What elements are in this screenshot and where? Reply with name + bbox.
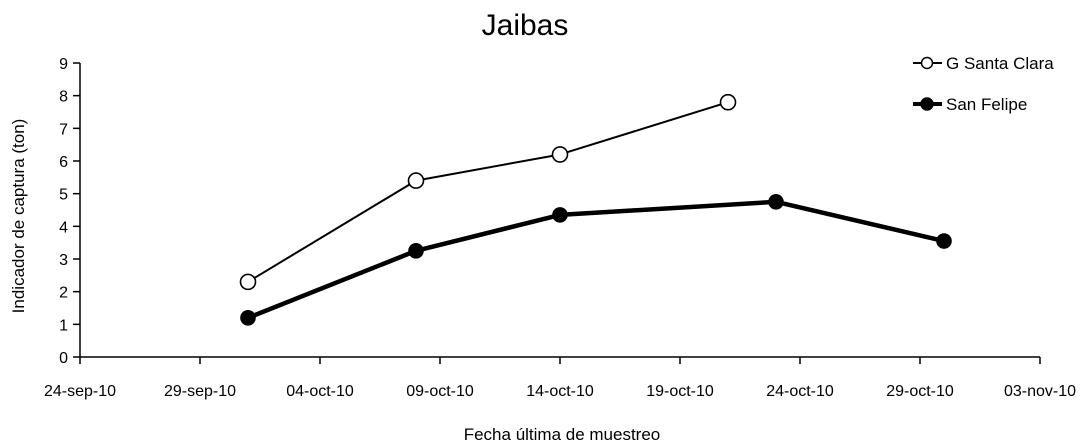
y-tick-label: 3 [59,252,68,269]
x-tick-label: 29-oct-10 [886,383,954,400]
data-point-san-felipe [768,194,784,210]
data-point-san-felipe [408,243,424,259]
x-tick-label: 24-sep-10 [44,383,116,400]
y-tick-label: 8 [59,89,68,106]
x-tick-label: 29-sep-10 [164,383,236,400]
series-line-g-santa-clara [247,101,729,283]
data-point-g-santa-clara [407,172,425,189]
legend-item-san-felipe: San Felipe [913,95,1027,114]
data-point-san-felipe [936,233,952,249]
y-tick-label: 5 [59,187,68,204]
data-point-g-santa-clara [239,273,257,291]
legend-label-g-santa-clara: G Santa Clara [946,54,1054,73]
x-axis-ticks: 24-sep-10 29-sep-10 04-oct-10 09-oct-10 14-o… [44,357,1076,400]
data-point-san-felipe [240,309,256,326]
x-tick-label: 24-oct-10 [766,383,834,400]
y-axis-ticks: 0 1 2 3 4 5 6 7 8 9 [59,56,80,367]
x-tick-label: 19-oct-10 [646,383,714,400]
x-tick-label: 03-nov-10 [1004,383,1076,400]
series-san-felipe [240,194,952,326]
y-tick-label: 9 [59,56,68,73]
x-tick-label: 04-oct-10 [286,383,354,400]
data-point-g-santa-clara [551,146,569,163]
y-tick-label: 6 [59,154,68,171]
y-tick-label: 1 [59,317,68,334]
series-layer [239,93,952,326]
legend-marker-san-felipe [920,97,934,111]
data-point-g-santa-clara [719,93,737,111]
legend-marker-g-santa-clara [920,56,934,70]
series-g-santa-clara [239,93,737,291]
data-point-san-felipe [552,207,568,223]
chart-title: Jaibas [482,9,569,42]
y-axis-title: Indicador de captura (ton) [9,119,28,314]
legend: G Santa Clara San Felipe [913,54,1054,114]
y-tick-label: 7 [59,121,68,138]
legend-label-san-felipe: San Felipe [946,95,1027,114]
y-tick-label: 0 [59,350,68,367]
x-tick-label: 09-oct-10 [406,383,474,400]
y-tick-label: 2 [59,285,68,302]
x-axis-title: Fecha última de muestreo [464,425,661,444]
x-tick-label: 14-oct-10 [526,383,594,400]
legend-item-g-santa-clara: G Santa Clara [913,54,1054,73]
y-tick-label: 4 [59,219,68,236]
